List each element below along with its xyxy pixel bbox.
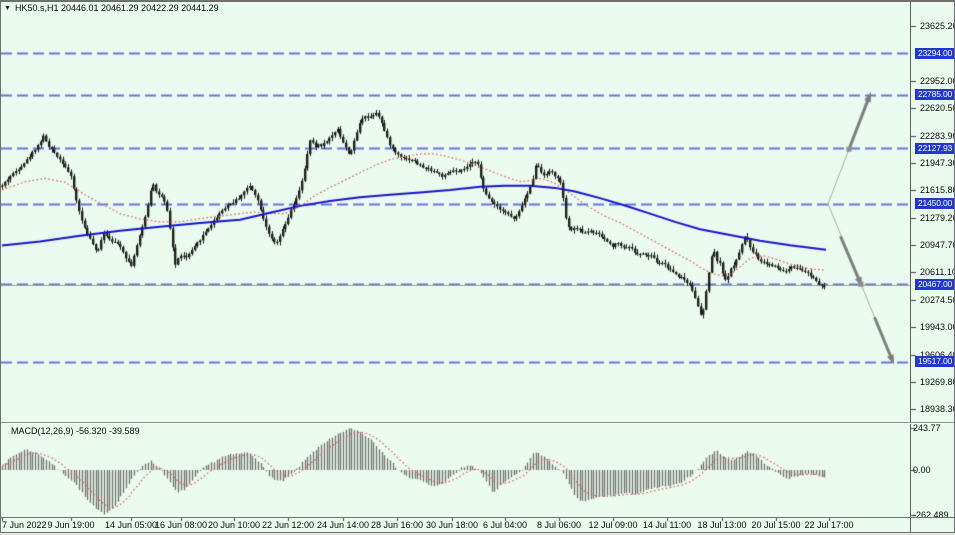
date-label: 22 Jun 12:00 bbox=[261, 520, 315, 530]
date-label: 28 Jun 16:00 bbox=[370, 520, 424, 530]
date-label: 20 Jun 10:00 bbox=[207, 520, 261, 530]
price-tick-label: 20274.50 bbox=[920, 294, 955, 305]
price-tick-label: 22952.00 bbox=[920, 75, 955, 86]
ohlc-values: 20446.01 20461.29 20422.29 20441.29 bbox=[60, 3, 219, 13]
price-tick-label: 23625.20 bbox=[920, 20, 955, 31]
macd-axis-label: -262.489 bbox=[913, 510, 949, 521]
macd-indicator-label: MACD(12,26,9) -56.320 -39.589 bbox=[11, 426, 140, 436]
macd-panel-separator[interactable] bbox=[1, 422, 954, 423]
date-label: 20 Jul 15:00 bbox=[751, 520, 801, 530]
date-label: 24 Jun 14:00 bbox=[316, 520, 370, 530]
macd-panel-separator-highlight bbox=[1, 423, 954, 424]
date-label: 12 Jul 09:00 bbox=[588, 520, 638, 530]
price-tick-label: 21947.30 bbox=[920, 158, 955, 169]
price-level-tag: 22127.93 bbox=[915, 142, 955, 154]
window-border-bottom bbox=[0, 532, 955, 533]
date-label: 16 Jun 08:00 bbox=[154, 520, 208, 530]
price-tick-label: 20611.10 bbox=[920, 267, 955, 278]
date-label: 30 Jun 18:00 bbox=[425, 520, 479, 530]
price-tick-label: 20947.70 bbox=[920, 239, 955, 250]
symbol-timeframe-label: HK50.s,H1 bbox=[14, 3, 59, 13]
macd-axis-label: 243.77 bbox=[913, 422, 941, 433]
price-level-tag: 21450.00 bbox=[915, 198, 955, 210]
date-label: 22 Jul 17:00 bbox=[804, 520, 854, 530]
chart-context-arrow-icon[interactable]: ▼ bbox=[4, 5, 11, 12]
price-tick-label: 18938.30 bbox=[920, 404, 955, 415]
price-tick-label: 21279.20 bbox=[920, 212, 955, 223]
price-tick-label: 19606.40 bbox=[920, 349, 955, 360]
price-level-tag: 20467.00 bbox=[915, 278, 955, 290]
chart-title: ▼ HK50.s,H1 20446.01 20461.29 20422.29 20… bbox=[4, 3, 219, 13]
date-label: 14 Jul 11:00 bbox=[642, 520, 692, 530]
price-level-tag: 22785.00 bbox=[915, 89, 955, 101]
price-level-tag: 19517.00 bbox=[915, 356, 955, 368]
date-label: 8 Jul 06:00 bbox=[536, 520, 582, 530]
price-tick-label: 19943.00 bbox=[920, 322, 955, 333]
date-label: 18 Jul 13:00 bbox=[697, 520, 747, 530]
price-tick-label: 21615.80 bbox=[920, 185, 955, 196]
price-level-tag: 23294.00 bbox=[915, 47, 955, 59]
date-label: 6 Jul 04:00 bbox=[482, 520, 528, 530]
price-tick-label: 19269.80 bbox=[920, 377, 955, 388]
date-label: 7 Jun 2022 bbox=[2, 520, 47, 530]
date-label: 9 Jun 19:00 bbox=[47, 520, 95, 530]
macd-axis-label: 0.00 bbox=[913, 465, 931, 475]
date-label: 14 Jun 05:00 bbox=[104, 520, 158, 530]
window-border-bottom-light bbox=[0, 533, 955, 535]
price-axis-separator bbox=[910, 2, 911, 532]
price-tick-label: 22283.90 bbox=[920, 130, 955, 141]
window-border-left bbox=[0, 0, 1, 535]
price-tick-label: 22620.50 bbox=[920, 103, 955, 114]
time-axis-separator bbox=[1, 517, 954, 518]
window-border-top bbox=[0, 0, 955, 2]
